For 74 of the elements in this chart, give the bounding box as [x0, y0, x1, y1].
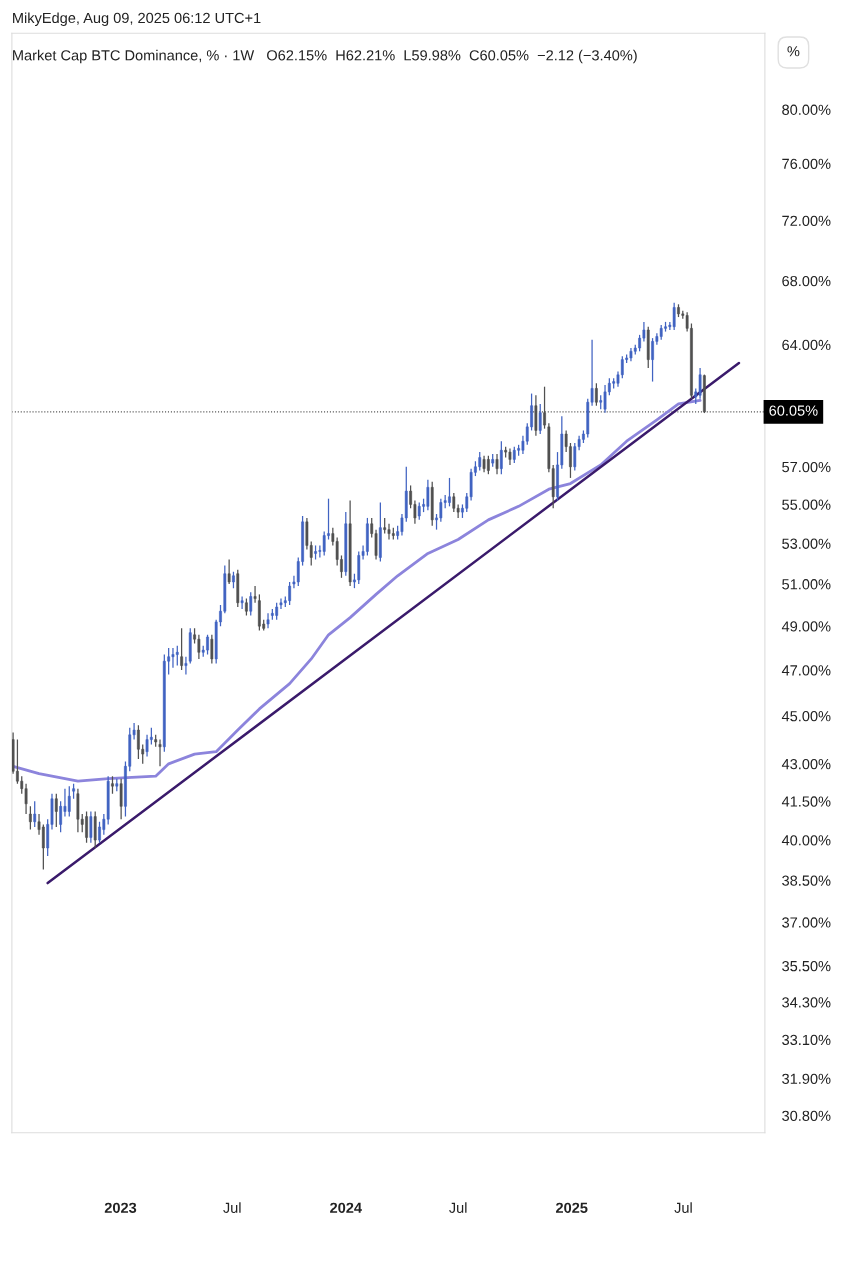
- candlestick: [249, 591, 253, 617]
- candlestick: [33, 800, 37, 828]
- candlestick: [158, 738, 162, 767]
- candlestick: [538, 403, 542, 435]
- candlestick: [253, 585, 257, 604]
- candlestick: [387, 523, 391, 541]
- y-tick-label: 49.00%: [781, 621, 831, 632]
- y-tick-label: 47.00%: [781, 665, 831, 676]
- candlestick: [89, 810, 93, 844]
- y-tick-label: 64.00%: [782, 339, 831, 351]
- candlestick: [279, 597, 283, 610]
- candlestick: [478, 451, 482, 472]
- candlestick: [288, 581, 292, 606]
- x-tick-label: 2024: [330, 1202, 362, 1213]
- y-tick-label: 35.50%: [782, 960, 831, 972]
- y-tick-label: 38.50%: [782, 875, 831, 886]
- candlestick: [41, 823, 45, 871]
- candlestick: [210, 634, 214, 665]
- candlestick: [54, 793, 58, 828]
- text: %: [787, 46, 800, 57]
- y-tick-label: 45.00%: [781, 711, 831, 722]
- candlestick: [439, 498, 443, 523]
- candlestick: [245, 597, 248, 617]
- y-tick-label: 51.00%: [782, 579, 831, 590]
- y-tick-label: 31.90%: [782, 1073, 831, 1084]
- y-tick-label: 68.00%: [782, 275, 831, 287]
- candlestick: [24, 783, 28, 815]
- candlestick: [171, 647, 175, 669]
- candlestick: [137, 724, 140, 760]
- y-tick-label: 53.00%: [782, 538, 831, 549]
- x-tick-label: 2025: [555, 1202, 588, 1213]
- candlestick: [145, 734, 149, 758]
- text: MikyEdge, Aug 09, 2025 06:12 UTC+1: [13, 12, 261, 26]
- candlestick: [119, 778, 123, 820]
- candlestick: [266, 612, 270, 629]
- candlestick: [93, 810, 97, 849]
- y-tick-label: 55.00%: [782, 499, 831, 510]
- x-tick-label: Jul: [223, 1202, 241, 1213]
- candlestick: [227, 558, 231, 585]
- candlestick: [603, 384, 607, 414]
- candlestick: [322, 530, 326, 557]
- ref-line-label: 60.05%: [769, 405, 818, 416]
- candlestick: [111, 775, 114, 795]
- candlestick: [197, 634, 201, 660]
- candlestick: [72, 783, 75, 800]
- candlestick: [495, 453, 499, 475]
- y-tick-label: 41.50%: [781, 796, 831, 807]
- x-tick-label: 2023: [104, 1202, 137, 1213]
- y-tick-label: 30.80%: [782, 1110, 831, 1121]
- candlestick: [240, 595, 244, 610]
- candlestick: [595, 382, 598, 407]
- candlestick: [672, 302, 676, 331]
- text: Market Cap BTC Dominance, % · 1W O62.15% H62.21% L59.98% C60.05% −2.12 (−3.40%): [13, 49, 637, 64]
- candlestick: [499, 440, 503, 475]
- candlestick: [698, 367, 702, 400]
- candlestick: [175, 645, 179, 667]
- y-tick-label: 72.00%: [782, 215, 831, 226]
- candlestick: [29, 805, 32, 831]
- y-tick-label: 76.00%: [782, 158, 831, 169]
- y-tick-label: 40.00%: [781, 835, 831, 846]
- candlestick: [486, 455, 490, 475]
- candlestick: [180, 627, 183, 671]
- y-tick-label: 33.10%: [782, 1034, 831, 1046]
- candlestick: [232, 571, 235, 589]
- x-tick-label: Jul: [449, 1202, 467, 1213]
- y-tick-label: 80.00%: [782, 104, 831, 115]
- candlestick: [59, 800, 63, 833]
- y-tick-label: 34.30%: [782, 997, 831, 1008]
- candlestick: [67, 785, 71, 818]
- y-tick-label: 37.00%: [782, 917, 831, 928]
- candlestick: [426, 479, 430, 511]
- x-tick-label: Jul: [674, 1202, 692, 1213]
- y-tick-label: 57.00%: [782, 461, 831, 473]
- y-tick-label: 43.00%: [781, 758, 831, 770]
